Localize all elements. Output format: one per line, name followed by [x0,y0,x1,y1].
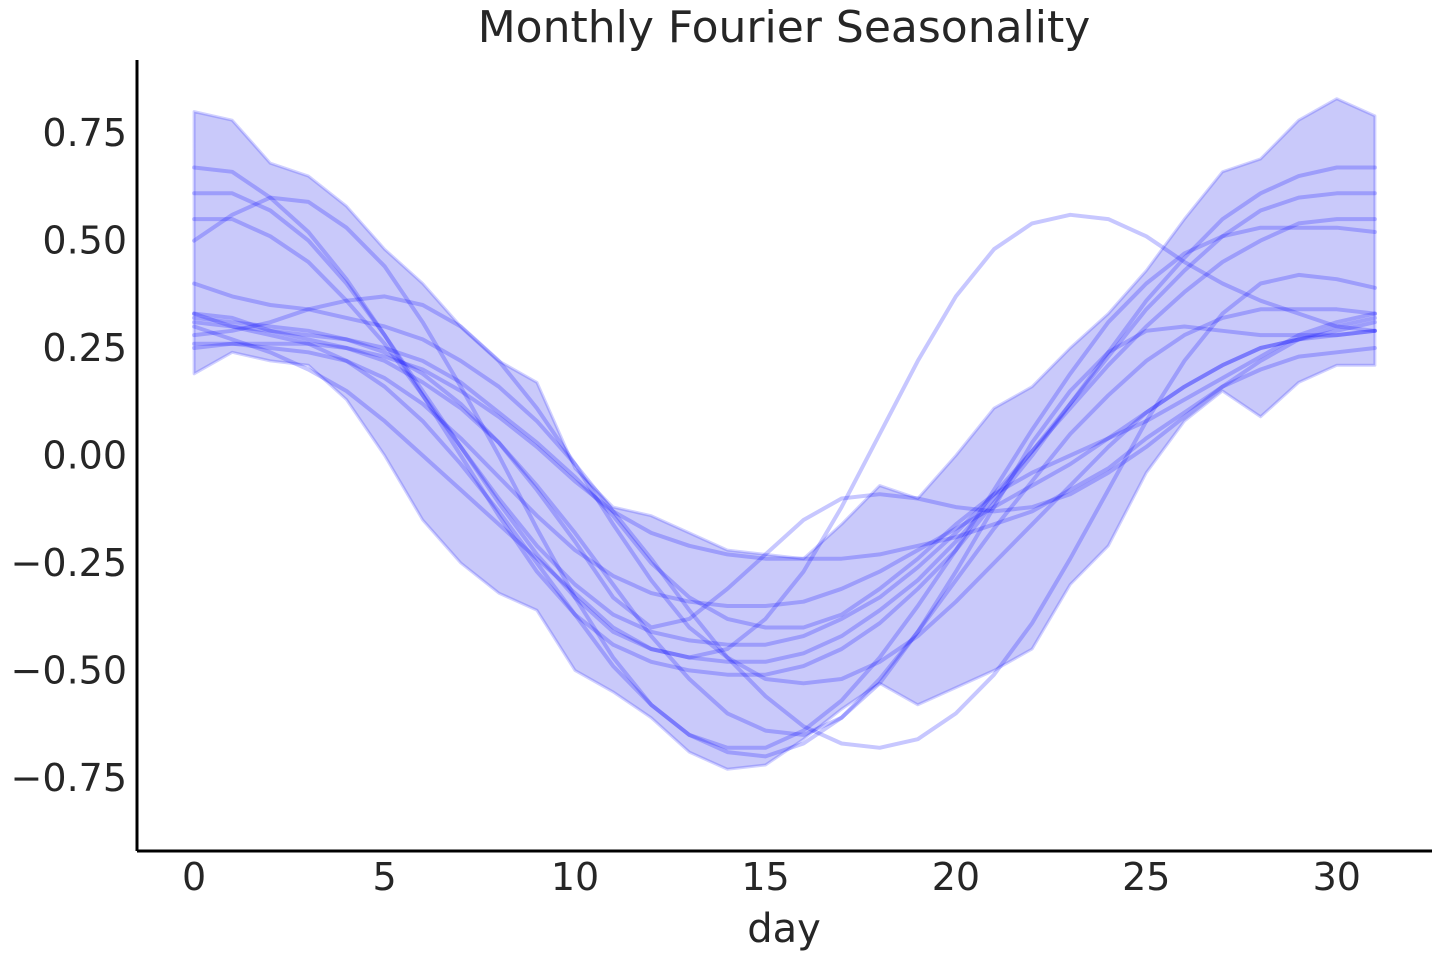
x-tick-labels: 0 5 10 15 20 25 30 [182,855,1361,899]
series-line-13 [192,315,1377,630]
series-lines-layer [192,165,1377,759]
y-tick-labels: −0.75 −0.50 −0.25 0.00 0.25 0.50 0.75 [11,111,127,800]
series-line-12 [192,212,1377,660]
y-tick-label: −0.50 [11,648,127,692]
series-line-4 [192,195,1377,750]
x-tick-label: 30 [1313,855,1361,899]
y-tick-label: −0.25 [11,541,127,585]
x-tick-label: 25 [1122,855,1170,899]
x-tick-label: 10 [551,855,599,899]
series-line-1 [192,165,1377,677]
y-tick-label: 0.00 [42,434,127,478]
axes [135,60,1432,853]
series-line-9 [192,341,1377,561]
x-tick-label: 20 [932,855,980,899]
x-tick-label: 15 [741,855,789,899]
x-tick-label: 0 [182,855,206,899]
series-line-2 [192,191,1377,664]
chart-title: Monthly Fourier Seasonality [478,2,1091,53]
uncertainty-band-layer [192,97,1377,771]
series-line-7 [192,307,1377,759]
series-line-6 [192,311,1377,737]
series-line-5 [192,272,1377,750]
y-tick-label: −0.75 [11,756,127,800]
series-line-10 [192,311,1377,630]
x-tick-label: 5 [373,855,397,899]
uncertainty-band [192,97,1377,771]
y-tick-label: 0.50 [42,219,127,263]
series-line-11 [192,328,1377,608]
y-tick-label: 0.25 [42,326,127,370]
x-axis-label: day [747,906,821,952]
series-line-3 [192,217,1377,647]
y-tick-label: 0.75 [42,111,127,155]
series-line-8 [192,294,1377,686]
